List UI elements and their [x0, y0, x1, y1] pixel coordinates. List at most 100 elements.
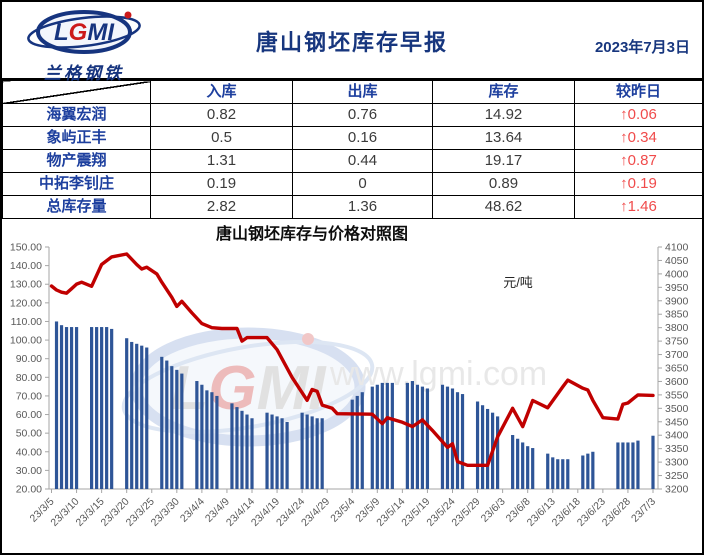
report-date: 2023年7月3日 — [594, 39, 690, 56]
change-vs-yesterday: ↑1.46 — [574, 195, 702, 219]
inventory-bar — [54, 321, 59, 489]
left-axis-tick-label: 140.00 — [10, 260, 42, 272]
change-vs-yesterday: ↑0.19 — [574, 172, 702, 196]
corner-diagonal-cell — [2, 80, 151, 104]
value-cell: 1.31 — [150, 149, 293, 173]
change-vs-yesterday: ↑0.34 — [574, 126, 702, 150]
inventory-bar — [370, 386, 374, 489]
inventory-bar — [380, 382, 384, 489]
inventory-bar — [74, 327, 79, 489]
inventory-bar — [110, 328, 114, 489]
value-cell: 1.36 — [292, 195, 433, 219]
value-cell: 0.44 — [292, 149, 433, 173]
column-header-2: 库存 — [432, 80, 575, 104]
inventory-bar — [270, 414, 274, 489]
left-axis-tick-label: 130.00 — [10, 279, 42, 291]
inventory-bar — [355, 395, 359, 489]
inventory-bar — [475, 401, 480, 489]
inventory-bar — [59, 325, 64, 489]
x-axis-tick-label: 23/5/4 — [328, 496, 357, 525]
inventory-bar — [165, 360, 169, 489]
inventory-bar — [591, 451, 595, 489]
inventory-bar — [405, 382, 409, 489]
inventory-bar — [100, 327, 104, 489]
inventory-bar — [250, 418, 254, 489]
inventory-bar — [310, 416, 314, 489]
inventory-bar — [551, 457, 555, 489]
inventory-bar — [210, 392, 214, 489]
value-cell: 14.92 — [432, 103, 575, 127]
inventory-bar — [300, 412, 304, 489]
x-axis-tick-label: 23/4/4 — [178, 496, 207, 525]
depot-name: 物产震翔 — [2, 149, 151, 173]
x-axis-tick-label: 23/6/3 — [479, 496, 508, 525]
inventory-bar — [440, 384, 445, 489]
inventory-bar — [215, 395, 219, 489]
chart-title: 唐山钢坯库存与价格对照图 — [216, 224, 408, 243]
value-cell: 13.64 — [432, 126, 575, 150]
right-axis-tick-label: 3950 — [665, 282, 689, 294]
inventory-bar — [230, 403, 234, 489]
value-cell: 19.17 — [432, 149, 575, 173]
right-axis-tick-label: 3850 — [665, 309, 689, 321]
inventory-bar — [180, 373, 184, 489]
inventory-bar — [170, 366, 174, 489]
x-axis-tick-label: 23/4/29 — [299, 496, 332, 529]
inventory-bar — [265, 412, 269, 489]
table-row: 象屿正丰 0.5 0.16 13.64 ↑0.34 — [2, 126, 702, 150]
value-cell: 0 — [292, 172, 433, 196]
inventory-bar — [145, 347, 149, 489]
right-axis-tick-label: 3650 — [665, 363, 689, 375]
inventory-bar — [140, 345, 144, 489]
inventory-bar — [235, 407, 239, 489]
inventory-bar — [636, 440, 640, 489]
right-axis-tick-label: 4050 — [665, 255, 689, 267]
right-axis-tick-label: 3800 — [665, 322, 689, 334]
inventory-bar — [360, 392, 364, 489]
x-axis-tick-label: 23/7/3 — [629, 496, 658, 525]
inventory-bar — [375, 384, 379, 489]
inventory-bar — [586, 453, 590, 489]
unit-label: 元/吨 — [503, 275, 533, 290]
chart-section: LGMI www.lgmi.com 150.00 140.00 130.00 120.00… — [2, 219, 702, 553]
logo-text: LGMI — [54, 19, 115, 46]
inventory-bar — [420, 386, 425, 489]
column-header-0: 入库 — [150, 80, 293, 104]
inventory-bar — [526, 446, 530, 489]
right-axis-tick-label: 3350 — [665, 443, 689, 455]
inventory-bar — [205, 390, 209, 489]
inventory-bar — [460, 394, 465, 489]
inventory-bar — [200, 384, 204, 489]
table-row: 总库存量 2.82 1.36 48.62 ↑1.46 — [2, 195, 702, 219]
inventory-bar — [626, 442, 630, 489]
inventory-bar — [410, 381, 414, 489]
inventory-table: 入库 出库 库存 较昨日 海翼宏润 0.82 0.76 14.92 ↑0.06 象屿正丰 0.5 0… — [2, 80, 702, 219]
inventory-bar — [511, 435, 515, 489]
table-row: 中拓李钊庄 0.19 0 0.89 ↑0.19 — [2, 172, 702, 196]
depot-name: 中拓李钊庄 — [2, 172, 151, 196]
inventory-bar — [581, 455, 585, 489]
right-axis-tick-label: 4000 — [665, 268, 689, 280]
inventory-bar — [280, 418, 284, 489]
inventory-bar — [531, 448, 535, 489]
inventory-bar — [315, 418, 319, 489]
left-axis-tick-label: 120.00 — [10, 297, 42, 309]
lgmi-logo: LGMI 兰格钢铁 — [22, 7, 146, 84]
right-axis-tick-label: 3600 — [665, 376, 689, 388]
depot-name: 总库存量 — [2, 195, 151, 219]
x-axis-tick-label: 23/5/29 — [449, 496, 482, 529]
inventory-bar — [95, 327, 99, 489]
watermark-url: www.lgmi.com — [329, 355, 547, 393]
column-header-1: 出库 — [292, 80, 433, 104]
inventory-bar — [485, 408, 490, 489]
value-cell: 0.76 — [292, 103, 433, 127]
page-title: 唐山钢坯库存早报 — [255, 30, 448, 55]
left-axis-tick-label: 80.00 — [16, 372, 42, 384]
left-axis-tick-label: 150.00 — [10, 242, 42, 254]
inventory-bar — [245, 414, 249, 489]
right-axis-tick-label: 3300 — [665, 457, 689, 469]
value-cell: 0.82 — [150, 103, 293, 127]
inventory-bar — [390, 382, 394, 489]
left-axis-tick-label: 100.00 — [10, 335, 42, 347]
inventory-bar — [64, 327, 69, 489]
